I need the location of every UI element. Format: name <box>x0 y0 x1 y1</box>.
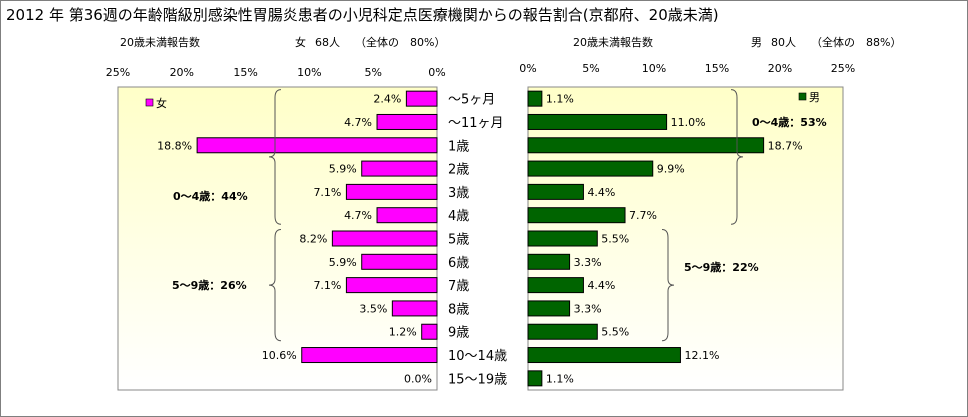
left-x-tick-label: 15% <box>233 66 257 79</box>
female-data-label: 3.5% <box>359 302 387 315</box>
male-bar <box>527 183 584 200</box>
male-data-label: 1.1% <box>546 372 574 385</box>
category-label: ～11ヶ月 <box>448 116 504 131</box>
female-data-label: 10.6% <box>262 349 297 362</box>
female-bar <box>405 90 438 107</box>
male-bar <box>527 90 543 107</box>
male-bar <box>527 370 543 387</box>
category-label: 1歳 <box>448 139 469 154</box>
category-label: 8歳 <box>448 302 469 317</box>
female-bar <box>361 160 438 177</box>
category-label: 5歳 <box>448 233 469 248</box>
right-annotation-5-9: 5～9歳：22% <box>684 260 759 274</box>
male-bar <box>527 230 598 247</box>
male-data-label: 3.3% <box>574 302 602 315</box>
category-label: 4歳 <box>448 209 469 224</box>
female-bar <box>376 113 438 130</box>
category-label: 15～19歳 <box>448 372 507 387</box>
male-data-label: 4.4% <box>587 279 615 292</box>
right-x-tick-label: 20% <box>768 62 792 75</box>
female-bar <box>421 323 438 340</box>
male-data-label: 7.7% <box>629 209 657 222</box>
female-bar <box>345 277 438 294</box>
category-label: 6歳 <box>448 256 469 271</box>
right-x-tick-label: 5% <box>582 62 599 75</box>
male-bar <box>527 160 654 177</box>
category-label: 9歳 <box>448 326 469 341</box>
female-data-label: 0.0% <box>404 372 432 385</box>
left-annotation-0-4: 0～4歳：44% <box>173 189 248 203</box>
male-bar <box>527 137 765 154</box>
male-legend-label: 男 <box>809 91 820 104</box>
right-bracket-0-4 <box>730 89 744 225</box>
category-label: 10～14歳 <box>448 349 507 364</box>
male-bar <box>527 277 584 294</box>
right-annotation-0-4: 0～4歳：53% <box>752 115 827 129</box>
male-data-label: 18.7% <box>768 139 803 152</box>
right-bracket-5-9 <box>661 229 675 342</box>
right-subtitle-count: 80人 <box>771 36 796 49</box>
female-bar <box>196 137 438 154</box>
left-x-tick-label: 20% <box>170 66 194 79</box>
female-data-label: 18.8% <box>157 139 192 152</box>
female-bar <box>376 207 438 224</box>
female-legend-label: 女 <box>156 96 167 110</box>
left-subtitle-label: 20歳未満報告数 <box>120 36 200 49</box>
left-annotation-5-9: 5～9歳：26% <box>172 278 247 292</box>
male-data-label: 5.5% <box>601 233 629 246</box>
category-label: 2歳 <box>448 163 469 178</box>
female-data-label: 8.2% <box>299 233 327 246</box>
female-data-label: 4.7% <box>344 116 372 129</box>
male-legend-swatch <box>798 92 807 101</box>
left-x-tick-label: 0% <box>428 66 445 79</box>
male-data-label: 4.4% <box>587 186 615 199</box>
female-data-label: 5.9% <box>329 163 357 176</box>
female-bar <box>345 183 438 200</box>
male-data-label: 12.1% <box>684 349 719 362</box>
male-bar <box>527 253 571 270</box>
male-data-label: 9.9% <box>657 163 685 176</box>
female-bar <box>361 253 438 270</box>
male-bar <box>527 347 681 364</box>
category-label: 3歳 <box>448 186 469 201</box>
category-label: 7歳 <box>448 279 469 294</box>
left-bracket-0-4 <box>268 89 282 225</box>
right-subtitle-gender: 男 <box>751 36 762 49</box>
left-x-tick-label: 5% <box>364 66 381 79</box>
left-x-tick-label: 25% <box>106 66 130 79</box>
female-bar <box>391 300 438 317</box>
left-subtitle-gender: 女 <box>295 36 306 49</box>
female-bar <box>331 230 438 247</box>
right-x-tick-label: 15% <box>705 62 729 75</box>
female-data-label: 1.2% <box>389 326 417 339</box>
male-bar <box>527 207 626 224</box>
female-bar <box>301 347 438 364</box>
female-legend-swatch <box>145 98 154 107</box>
female-data-label: 4.7% <box>344 209 372 222</box>
right-subtitle-share: （全体の 88%） <box>811 36 902 49</box>
male-data-label: 5.5% <box>601 326 629 339</box>
right-subtitle-label: 20歳未満報告数 <box>573 36 653 49</box>
right-x-tick-label: 0% <box>519 62 536 75</box>
male-data-label: 1.1% <box>546 93 574 106</box>
right-x-tick-label: 10% <box>642 62 666 75</box>
male-bar <box>527 300 571 317</box>
female-data-label: 7.1% <box>313 186 341 199</box>
male-bar <box>527 323 598 340</box>
female-data-label: 2.4% <box>373 93 401 106</box>
left-bracket-5-9 <box>268 229 282 342</box>
left-x-tick-label: 10% <box>297 66 321 79</box>
male-data-label: 11.0% <box>671 116 706 129</box>
right-x-tick-label: 25% <box>831 62 855 75</box>
male-data-label: 3.3% <box>574 256 602 269</box>
left-subtitle-share: （全体の 80%） <box>355 36 446 49</box>
female-data-label: 5.9% <box>329 256 357 269</box>
male-bar <box>527 113 668 130</box>
left-subtitle-count: 68人 <box>315 36 340 49</box>
chart-title: 2012 年 第36週の年齢階級別感染性胃腸炎患者の小児科定点医療機関からの報告… <box>6 6 719 24</box>
category-label: ～5ヶ月 <box>448 93 495 108</box>
female-data-label: 7.1% <box>313 279 341 292</box>
